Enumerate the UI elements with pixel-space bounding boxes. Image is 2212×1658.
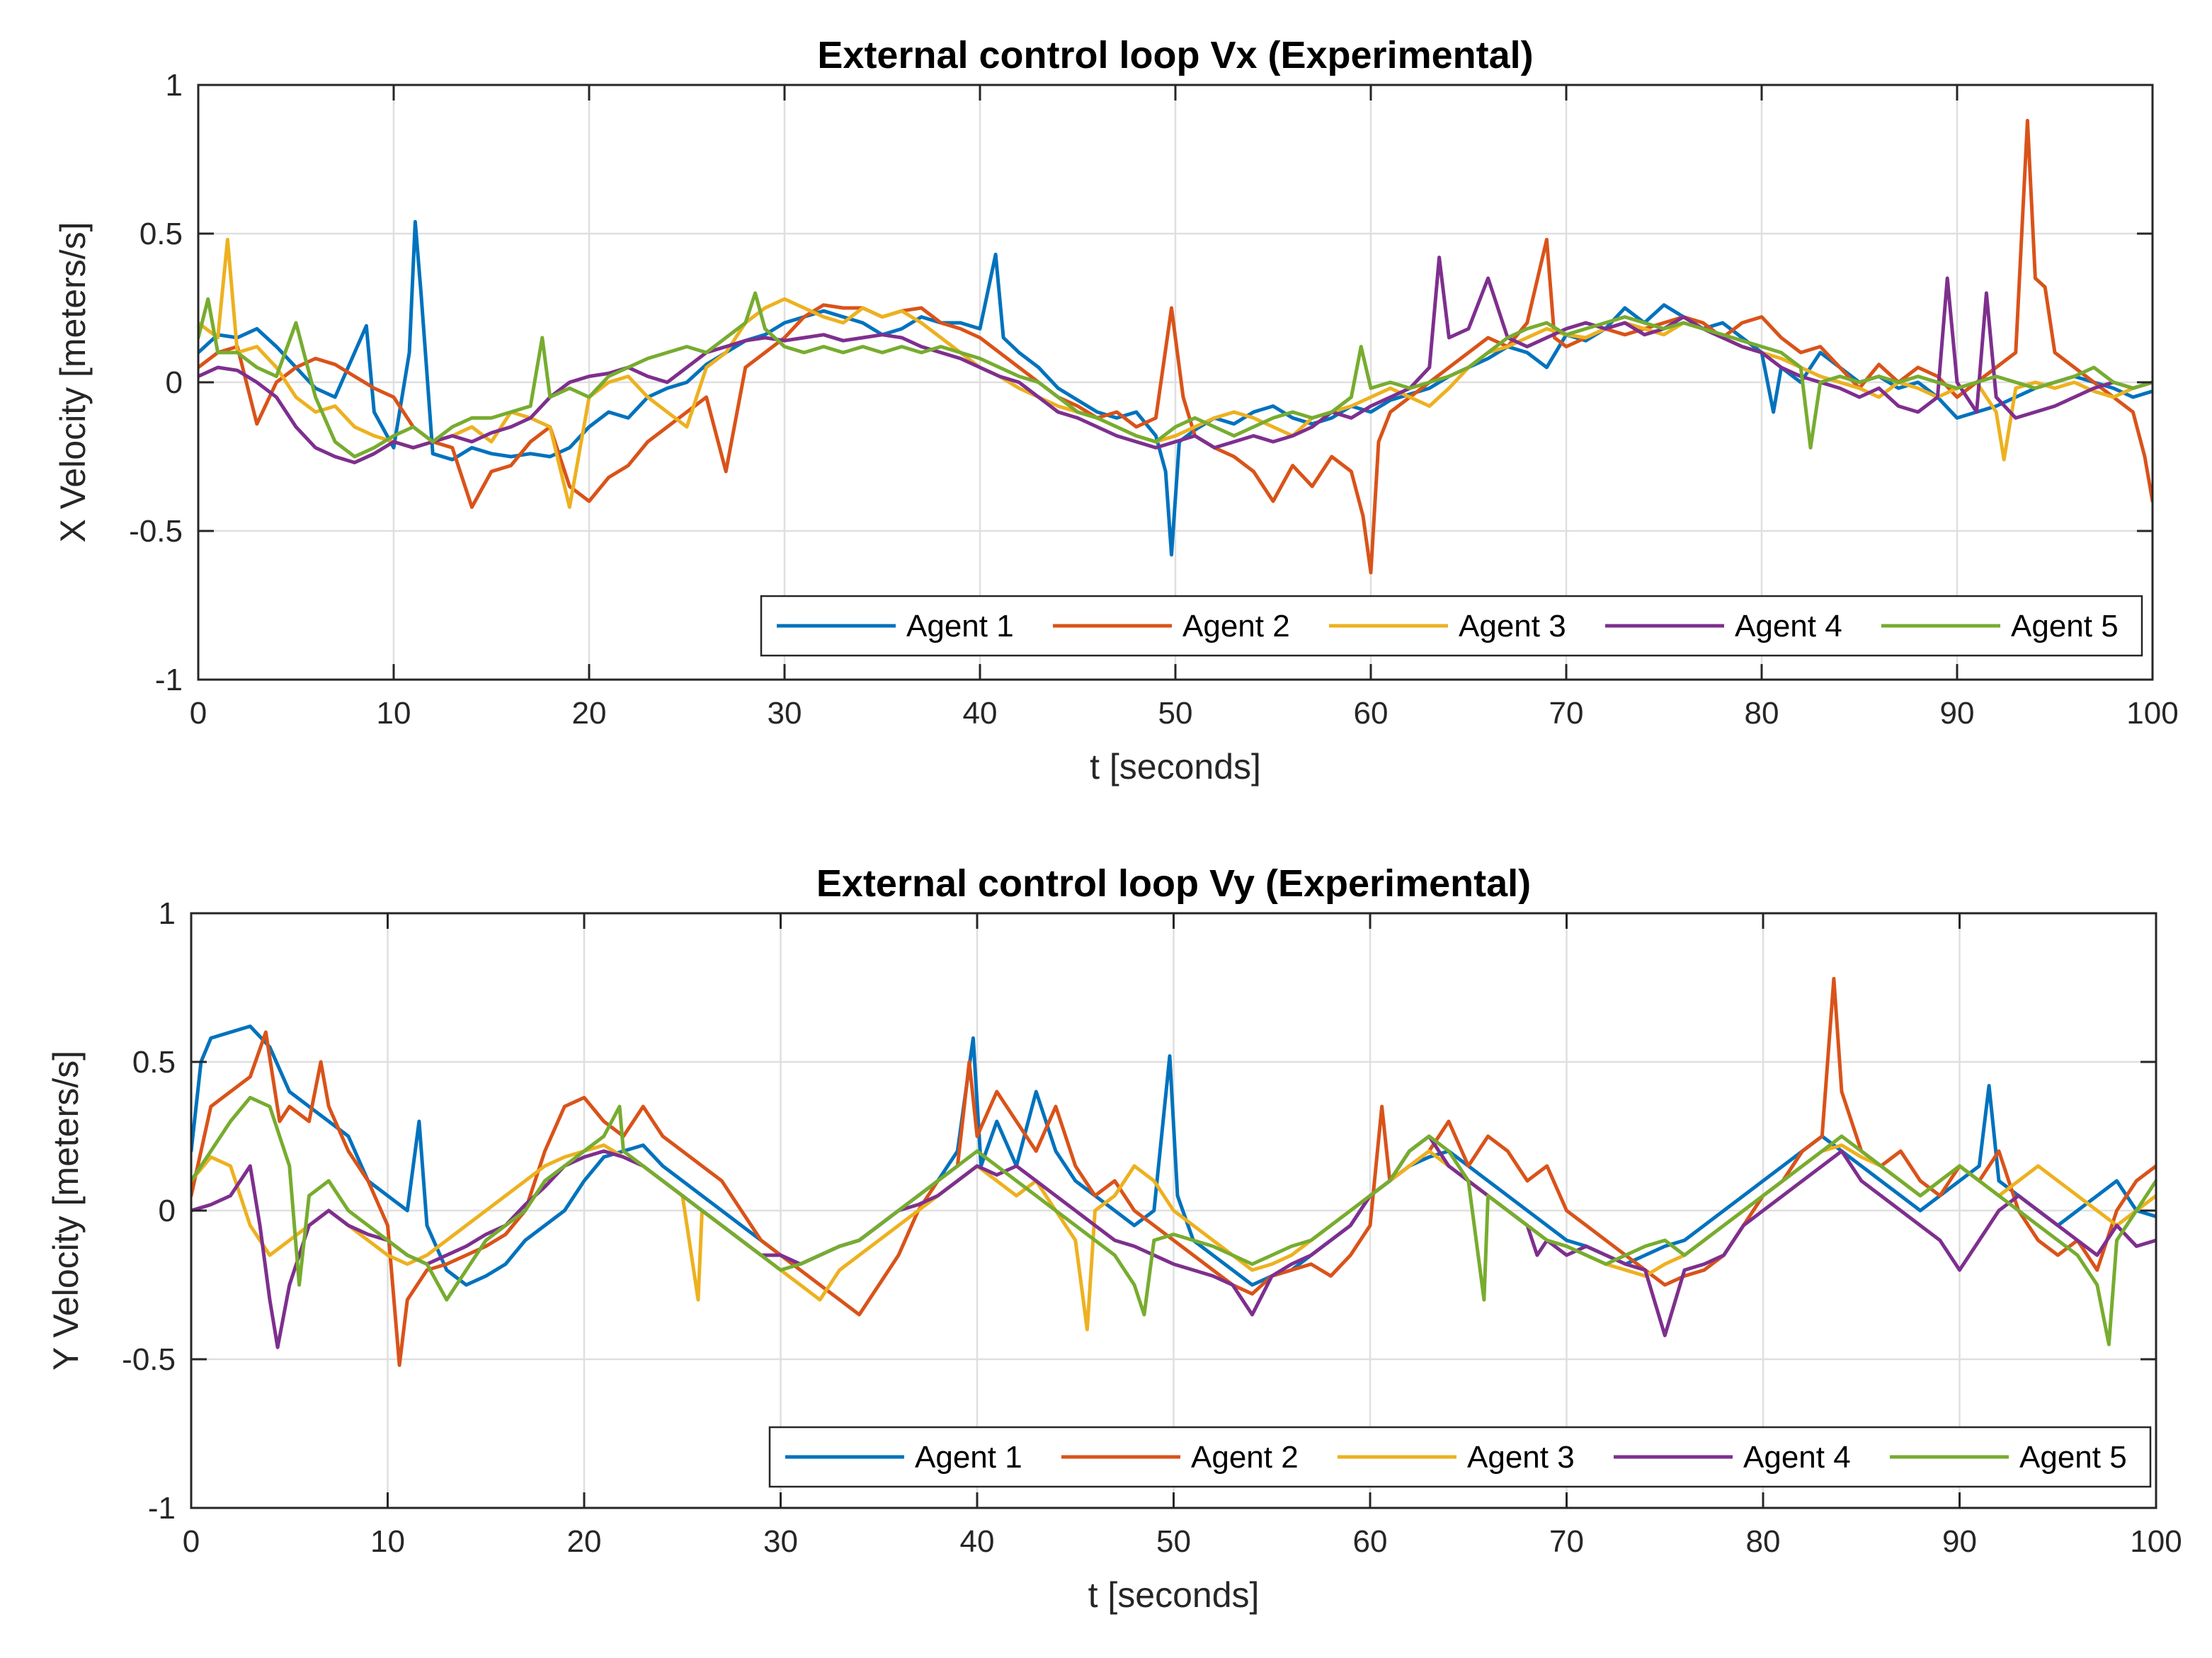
legend-label-agent-2: Agent 2 [1182, 609, 1290, 644]
plot-vx: 0 10 20 30 40 50 60 70 80 90 100 -1 -0.5 0 0.5 1 Externa… [53, 34, 2179, 787]
y-tick-label: 0 [166, 365, 183, 400]
x-tick-label: 0 [183, 1524, 200, 1559]
x-tick-label: 10 [377, 696, 411, 731]
legend: Agent 1 Agent 2 Agent 3 Agent 4 Agent 5 [768, 1426, 2152, 1488]
legend-label-agent-1: Agent 1 [906, 609, 1014, 644]
x-tick-label: 50 [1158, 696, 1193, 731]
x-tick-label: 20 [567, 1524, 602, 1559]
legend-label-agent-1: Agent 1 [915, 1440, 1022, 1475]
x-tick-label: 90 [1940, 696, 1975, 731]
legend-label-agent-5: Agent 5 [2019, 1440, 2127, 1475]
y-tick-label: 1 [166, 68, 183, 103]
legend-label-agent-5: Agent 5 [2011, 609, 2119, 644]
y-tick-label: 0.5 [132, 1045, 176, 1080]
x-tick-label: 80 [1746, 1524, 1781, 1559]
x-tick-label: 0 [190, 696, 207, 731]
x-tick-label: 30 [763, 1524, 798, 1559]
legend-label-agent-2: Agent 2 [1191, 1440, 1299, 1475]
y-axis-label: Y Velocity [meters/s] [46, 1051, 86, 1371]
x-tick-label: 40 [963, 696, 998, 731]
chart-title: External control loop Vx (Experimental) [817, 34, 1533, 76]
y-tick-label: -1 [148, 1491, 176, 1526]
y-tick-label: -0.5 [122, 1342, 176, 1377]
x-tick-label: 40 [960, 1524, 995, 1559]
legend-label-agent-4: Agent 4 [1743, 1440, 1851, 1475]
x-axis-label: t [seconds] [1090, 747, 1261, 787]
x-tick-label: 60 [1354, 696, 1389, 731]
x-tick-label: 90 [1942, 1524, 1977, 1559]
y-tick-label: 0.5 [139, 217, 183, 251]
x-tick-label: 60 [1353, 1524, 1388, 1559]
x-tick-label: 20 [572, 696, 607, 731]
series-line-agent-4 [191, 1134, 2156, 1349]
x-tick-label: 80 [1745, 696, 1779, 731]
series-line-agent-2 [198, 118, 2153, 575]
chart-title: External control loop Vy (Experimental) [816, 862, 1531, 905]
x-tick-label: 100 [2130, 1524, 2182, 1559]
y-axis-label: X Velocity [meters/s] [53, 222, 93, 543]
series-line-agent-4 [198, 256, 2153, 464]
plot-vy: 0 10 20 30 40 50 60 70 80 90 100 -1 -0.5 0 0.5 1 Externa… [46, 862, 2182, 1615]
series-line-agent-1 [198, 219, 2153, 557]
x-axis-label: t [seconds] [1088, 1575, 1260, 1615]
legend: Agent 1 Agent 2 Agent 3 Agent 4 Agent 5 [760, 595, 2143, 657]
y-tick-label: 1 [159, 896, 176, 931]
x-tick-label: 100 [2126, 696, 2178, 731]
y-tick-label: -0.5 [129, 514, 183, 549]
x-tick-label: 10 [370, 1524, 405, 1559]
series-line-agent-5 [198, 291, 2153, 459]
y-tick-label: 0 [159, 1194, 176, 1228]
series-line-agent-5 [191, 1095, 2156, 1347]
x-tick-label: 70 [1549, 1524, 1584, 1559]
legend-label-agent-3: Agent 3 [1459, 609, 1566, 644]
x-tick-label: 70 [1549, 696, 1584, 731]
legend-label-agent-4: Agent 4 [1735, 609, 1842, 644]
legend-label-agent-3: Agent 3 [1467, 1440, 1575, 1475]
x-tick-label: 50 [1156, 1524, 1191, 1559]
x-tick-label: 30 [768, 696, 802, 731]
y-tick-label: -1 [155, 663, 183, 697]
